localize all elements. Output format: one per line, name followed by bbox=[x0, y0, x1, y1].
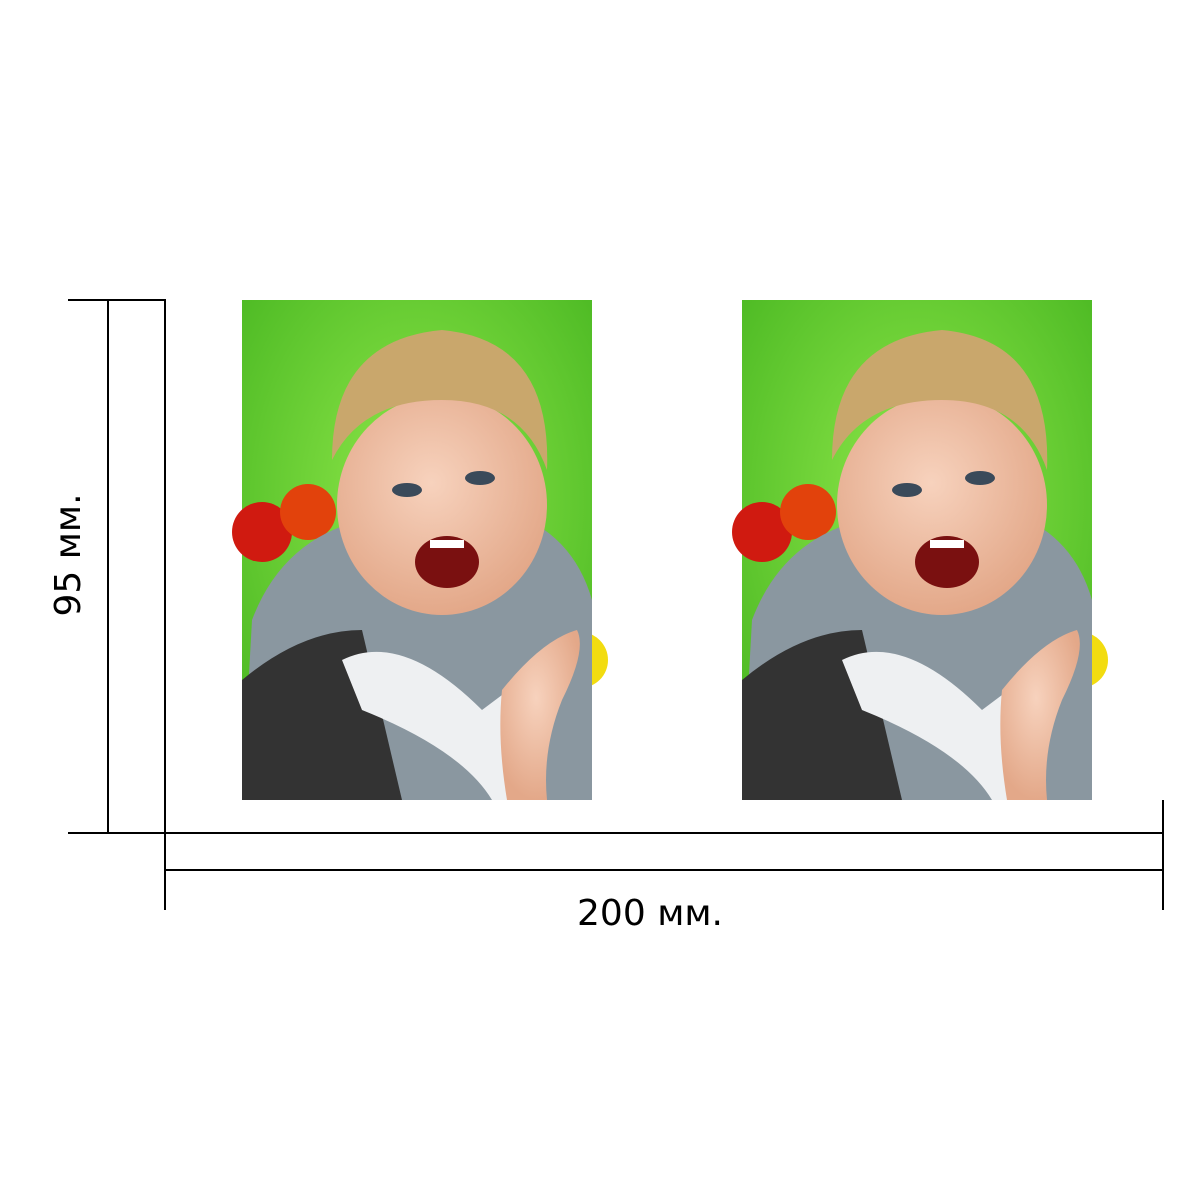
photo bbox=[732, 300, 1108, 800]
height-dimension: 95 мм. bbox=[48, 299, 166, 834]
width-dimension: 200 мм. bbox=[164, 800, 1164, 934]
height-label: 95 мм. bbox=[48, 493, 89, 616]
width-label: 200 мм. bbox=[577, 893, 723, 934]
photo bbox=[232, 300, 608, 800]
